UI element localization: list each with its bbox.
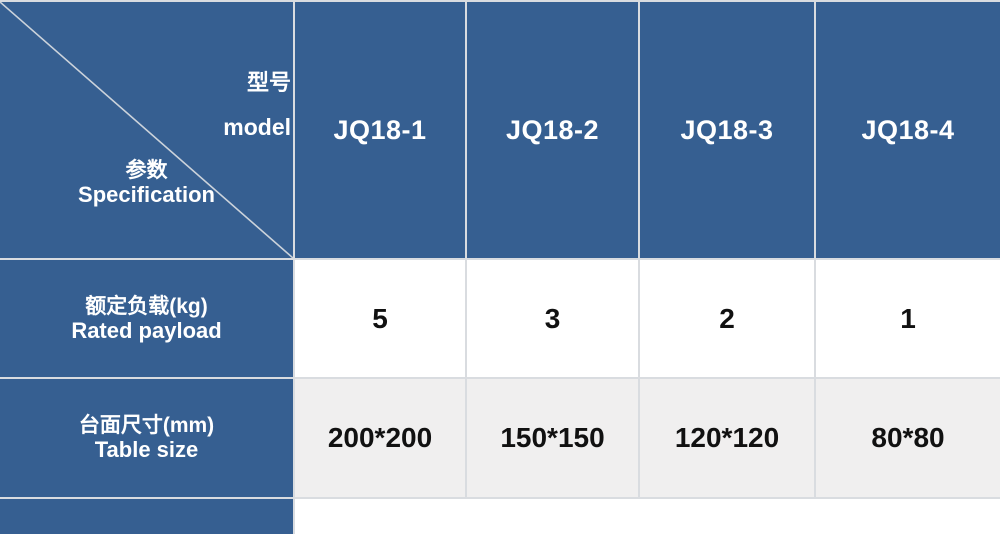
column-header-jq18-3: JQ18-3 (640, 2, 814, 258)
row-label-partial (0, 499, 293, 534)
diagonal-divider-line (0, 2, 293, 258)
value-table-size-jq18-3: 120*120 (640, 379, 814, 497)
row-label-table-size-en: Table size (94, 437, 199, 462)
spec-label-cn: 参数 (125, 159, 168, 182)
row-label-rated-payload-cn: 额定负载(kg) (85, 294, 208, 318)
value-rated-payload-jq18-3: 2 (640, 260, 814, 377)
row-label-rated-payload: 额定负载(kg) Rated payload (0, 260, 293, 377)
corner-spec-label: 参数 Specification (0, 159, 293, 207)
value-rated-payload-jq18-1: 5 (295, 260, 465, 377)
row-label-rated-payload-en: Rated payload (71, 317, 222, 343)
value-rated-payload-jq18-4: 1 (816, 260, 1000, 377)
value-table-size-jq18-2: 150*150 (467, 379, 638, 497)
corner-model-label: 型号 model (223, 70, 291, 140)
value-table-size-jq18-4: 80*80 (816, 379, 1000, 497)
value-rated-payload-jq18-2: 3 (467, 260, 638, 377)
column-header-jq18-4: JQ18-4 (816, 2, 1000, 258)
model-label-cn: 型号 (246, 70, 291, 95)
value-table-size-jq18-1: 200*200 (295, 379, 465, 497)
spec-label-en: Specification (78, 182, 215, 207)
model-label-en: model (223, 114, 291, 140)
row-label-table-size: 台面尺寸(mm) Table size (0, 379, 293, 497)
column-header-jq18-1: JQ18-1 (295, 2, 465, 258)
row-label-table-size-cn: 台面尺寸(mm) (78, 414, 215, 437)
column-header-jq18-2: JQ18-2 (467, 2, 638, 258)
corner-header-cell: 型号 model 参数 Specification (0, 2, 293, 258)
row-partial-data-area (295, 499, 1000, 534)
